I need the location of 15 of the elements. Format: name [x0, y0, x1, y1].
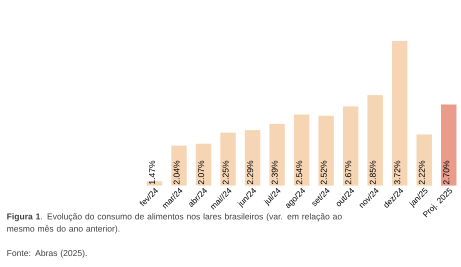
- data-label: 2.22%: [418, 160, 425, 184]
- data-label: 2.67%: [345, 160, 352, 184]
- data-label: 2.29%: [247, 160, 254, 184]
- text: Figura 1. Evolução do consumo de alimentos nos lares brasileiros (var. em relação ao mesmo mês do ano anterior).: [7, 213, 342, 234]
- data-label: 3.72%: [394, 160, 400, 184]
- data-label: 2.07%: [198, 160, 204, 184]
- source-note: Fonte: Abras (2025).: [7, 250, 87, 258]
- data-label: 2.54%: [296, 160, 302, 184]
- data-label: 2.70%: [443, 160, 450, 184]
- data-label: 2.39%: [272, 160, 278, 184]
- data-label: 2.85%: [370, 160, 376, 184]
- data-label: 2.25%: [222, 160, 229, 184]
- data-label: 1.47%: [149, 160, 156, 184]
- data-label: 2.04%: [174, 160, 180, 184]
- data-label: 2.52%: [320, 160, 327, 184]
